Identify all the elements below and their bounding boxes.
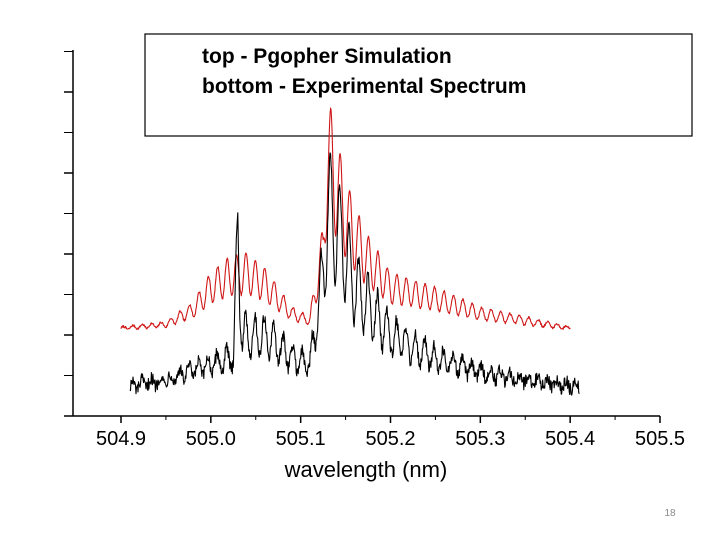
legend-line-2: bottom - Experimental Spectrum <box>202 75 526 98</box>
x-tick-label: 505.3 <box>455 428 505 450</box>
simulation-series-line <box>120 107 571 331</box>
y-ticks <box>64 51 73 417</box>
legend-box <box>144 33 693 137</box>
x-tick-label: 505.5 <box>635 428 685 450</box>
x-tick-label: 505.0 <box>186 428 236 450</box>
page-number: 18 <box>664 508 676 519</box>
x-tick-label: 504.9 <box>96 428 146 450</box>
series-layer <box>120 107 580 396</box>
x-axis-label: wavelength (nm) <box>284 457 448 482</box>
x-tick-labels: 504.9 505.0 505.1 505.2 505.3 505.4 505.5 <box>96 428 685 450</box>
x-tick-label: 505.4 <box>545 428 595 450</box>
legend-line-1: top - Pgopher Simulation <box>202 45 452 68</box>
experimental-series-line <box>129 152 580 396</box>
x-ticks <box>120 416 661 423</box>
x-tick-label: 505.2 <box>365 428 415 450</box>
x-tick-label: 505.1 <box>276 428 326 450</box>
